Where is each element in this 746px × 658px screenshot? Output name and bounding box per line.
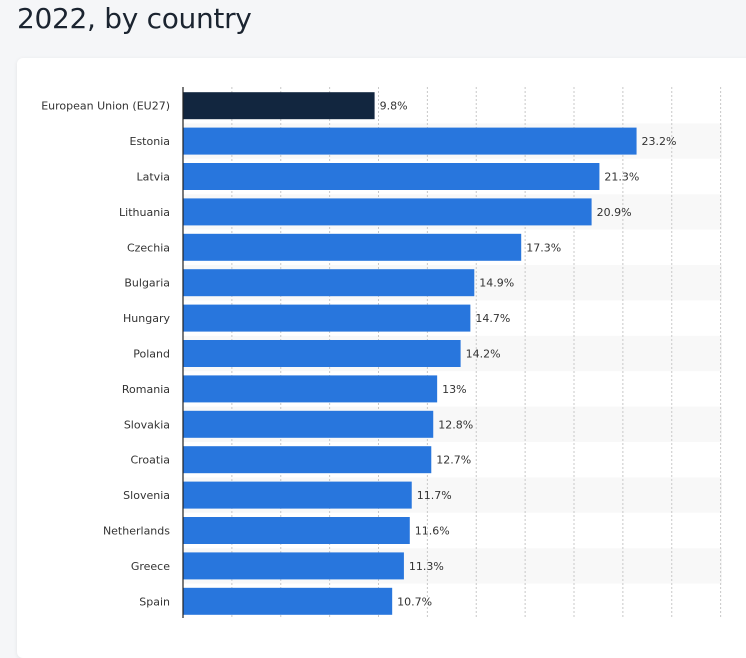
value-label: 20.9% xyxy=(597,206,632,219)
value-label: 23.2% xyxy=(642,135,677,148)
bar xyxy=(183,587,393,615)
category-label: Latvia xyxy=(137,171,171,184)
category-label: Romania xyxy=(122,383,170,396)
category-label: Croatia xyxy=(130,454,170,467)
value-label: 13% xyxy=(442,383,466,396)
category-label: Spain xyxy=(139,595,170,608)
value-label: 11.3% xyxy=(409,560,444,573)
value-label: 11.6% xyxy=(415,525,450,538)
category-label: Greece xyxy=(131,560,170,573)
category-label: Poland xyxy=(133,348,170,361)
bar xyxy=(183,127,637,155)
value-label: 12.7% xyxy=(436,454,471,467)
value-label: 9.8% xyxy=(380,100,408,113)
category-label: Lithuania xyxy=(119,206,170,219)
category-label: European Union (EU27) xyxy=(41,100,170,113)
category-label: Bulgaria xyxy=(124,277,170,290)
value-label: 17.3% xyxy=(526,241,561,254)
value-label: 14.2% xyxy=(466,348,501,361)
value-label: 11.7% xyxy=(417,489,452,502)
bar xyxy=(183,233,522,261)
category-label: Estonia xyxy=(130,135,171,148)
bar xyxy=(183,340,461,367)
bar xyxy=(183,92,375,120)
bar xyxy=(183,517,410,544)
category-label: Hungary xyxy=(123,312,170,325)
bar xyxy=(183,198,592,226)
category-label: Slovakia xyxy=(124,418,170,431)
bar xyxy=(183,481,412,509)
category-label: Slovenia xyxy=(123,489,170,502)
bar xyxy=(183,410,434,438)
bar xyxy=(183,269,475,297)
value-label: 10.7% xyxy=(397,595,432,608)
category-label: Netherlands xyxy=(103,525,170,538)
value-label: 14.9% xyxy=(479,277,514,290)
page-title: 2022, by country xyxy=(17,2,252,35)
category-label: Czechia xyxy=(127,241,170,254)
bar xyxy=(183,446,432,474)
value-label: 21.3% xyxy=(604,171,639,184)
bar xyxy=(183,163,600,190)
value-label: 12.8% xyxy=(438,418,473,431)
bar xyxy=(183,375,438,403)
bar xyxy=(183,552,404,580)
bar-chart: European Union (EU27) 9.8% Estonia 23.2% Lat… xyxy=(41,87,722,618)
bar xyxy=(183,304,471,332)
value-label: 14.7% xyxy=(475,312,510,325)
